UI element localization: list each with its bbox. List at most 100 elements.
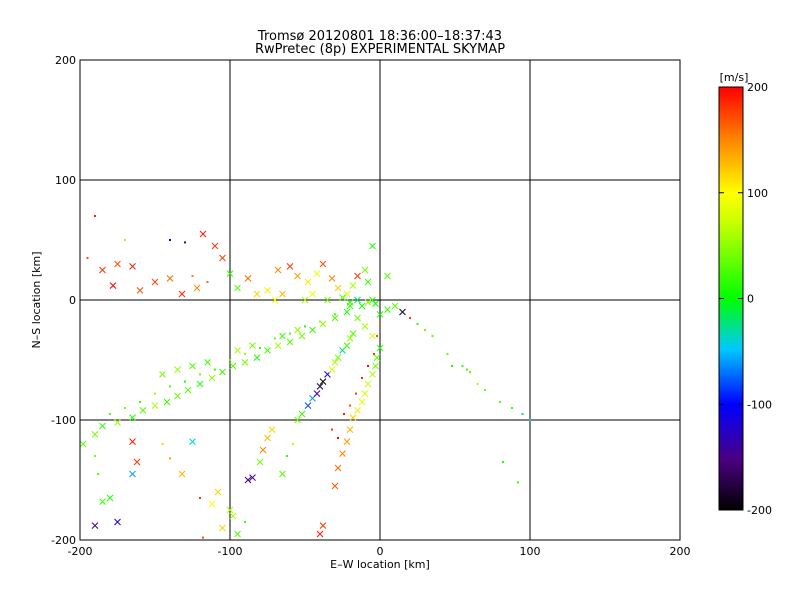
data-point-large [264, 434, 271, 442]
data-point-large [174, 366, 181, 373]
data-point-large [279, 290, 286, 298]
y-axis-ticks: -200 -100 0 100 200 [51, 54, 680, 547]
data-point-large [361, 266, 369, 274]
data-point-large [204, 359, 211, 366]
data-point-small [409, 317, 411, 319]
data-point-large [129, 263, 136, 270]
data-point-large [364, 380, 372, 388]
colorbar-tick-label: -200 [747, 504, 772, 517]
data-point-large [214, 488, 222, 496]
data-point-small [476, 383, 479, 385]
data-point-small [431, 335, 434, 337]
data-point-large [279, 470, 286, 478]
data-point-large [114, 260, 121, 268]
data-point-small [169, 385, 171, 388]
data-point-large [343, 438, 351, 445]
data-point-large [114, 518, 121, 526]
data-point-large [399, 308, 406, 316]
data-point-large [178, 470, 186, 478]
data-point-small [461, 365, 464, 367]
x-axis-ticks: -200 -100 0 100 200 [68, 60, 691, 558]
data-point-large [339, 450, 346, 457]
data-point-small [416, 323, 419, 325]
data-point-small [169, 239, 171, 241]
colorbar-tick-label: 200 [747, 81, 768, 94]
data-point-large [294, 416, 301, 424]
data-point-large [259, 446, 267, 454]
data-point-small [94, 215, 96, 217]
data-point-small [259, 347, 261, 349]
data-point-large [298, 410, 306, 418]
data-point-large [334, 354, 342, 361]
data-point-large [139, 407, 147, 414]
data-point-small [379, 323, 381, 325]
data-point-large [114, 419, 121, 426]
data-point-large [229, 362, 237, 370]
data-point-large [264, 347, 271, 354]
data-point-large [369, 242, 376, 250]
data-point-small [343, 413, 345, 415]
data-point-small [199, 373, 201, 376]
data-point-large [274, 266, 282, 274]
data-point-small [521, 413, 524, 415]
data-point-large [106, 494, 114, 502]
data-point-large [253, 354, 261, 361]
colorbar-tick-label: -100 [747, 398, 772, 411]
data-point-large [313, 270, 321, 277]
data-point-large [133, 458, 141, 466]
data-point-large [129, 470, 136, 478]
data-point-large [349, 282, 357, 289]
data-point-large [334, 464, 342, 472]
data-point-large [319, 522, 327, 529]
data-point-large [244, 275, 252, 282]
data-point-large [219, 524, 226, 532]
data-point-small [502, 461, 504, 463]
data-point-small [484, 389, 486, 391]
data-point-large [331, 482, 339, 490]
data-point-large [196, 380, 204, 388]
data-point-large [226, 270, 234, 277]
x-tick-label: 0 [377, 545, 384, 558]
data-point-large [166, 275, 174, 282]
data-point-large [208, 374, 216, 382]
data-point-small [86, 257, 89, 259]
data-point-small [286, 455, 288, 457]
data-point-large [129, 438, 136, 445]
data-point-large [372, 300, 379, 307]
data-point-large [208, 500, 216, 508]
data-point-large [151, 278, 159, 286]
colorbar-tick-label: 0 [747, 293, 754, 306]
y-tick-label: 0 [69, 294, 76, 307]
data-point-large [373, 354, 381, 361]
data-point-large [331, 314, 339, 322]
data-point-large [234, 530, 241, 538]
data-point-large [364, 299, 372, 306]
data-point-large [304, 278, 312, 286]
data-point-large [271, 296, 279, 304]
data-point-large [313, 390, 321, 397]
data-point-large [234, 347, 241, 354]
data-point-large [334, 284, 342, 292]
x-axis-label: E–W location [km] [330, 558, 430, 571]
data-point-large [199, 230, 207, 238]
data-point-small [161, 443, 164, 445]
data-point-large [136, 287, 144, 294]
data-point-large [129, 414, 136, 421]
data-point-large [349, 330, 357, 337]
data-point-small [202, 536, 204, 539]
data-point-large [244, 476, 252, 484]
data-point-large [358, 398, 366, 406]
colorbar-ticks: 200 100 0 -100 -200 [719, 81, 772, 517]
data-point-small [466, 368, 468, 371]
data-point-large [301, 296, 309, 304]
data-point-small [334, 313, 336, 316]
data-point-large [211, 242, 219, 250]
data-point-large [346, 302, 354, 310]
y-tick-label: 200 [55, 54, 76, 67]
data-point-small [331, 428, 333, 431]
data-point-large [189, 438, 196, 445]
data-point-small [214, 368, 216, 371]
data-point-large [174, 392, 181, 400]
